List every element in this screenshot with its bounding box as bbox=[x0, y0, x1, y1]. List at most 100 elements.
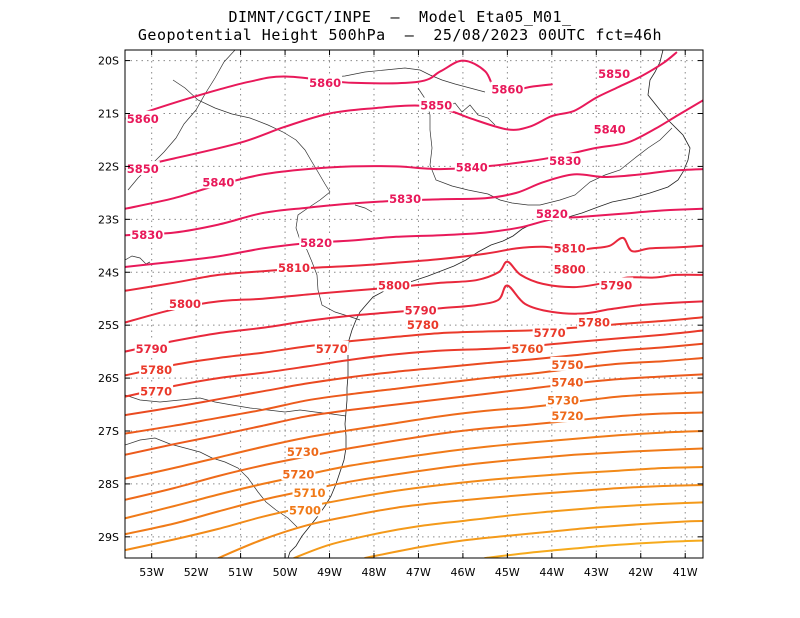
contour-line-5760 bbox=[125, 342, 703, 417]
x-tick-label: 47W bbox=[406, 566, 431, 579]
height-contours bbox=[125, 51, 703, 558]
x-tick-label: 43W bbox=[584, 566, 609, 579]
x-tick-label: 46W bbox=[450, 566, 475, 579]
contour-label: 5720 bbox=[551, 409, 583, 423]
contour-label-bg bbox=[130, 227, 165, 242]
contour-label: 5770 bbox=[316, 342, 348, 356]
x-tick-label: 50W bbox=[273, 566, 298, 579]
x-tick-label: 42W bbox=[628, 566, 653, 579]
contour-label: 5720 bbox=[282, 467, 314, 481]
x-tick-label: 48W bbox=[362, 566, 387, 579]
contour-label: 5800 bbox=[169, 297, 201, 311]
contour-line-5680 bbox=[217, 484, 703, 558]
contour-line-5830 bbox=[125, 168, 703, 237]
contour-label-bg bbox=[276, 260, 311, 275]
contour-label: 5840 bbox=[456, 160, 488, 174]
contour-label: 5800 bbox=[554, 263, 586, 277]
contour-label: 5850 bbox=[420, 99, 452, 113]
contour-label-bg bbox=[552, 261, 587, 276]
state-border-ms bbox=[125, 255, 151, 265]
contour-label: 5770 bbox=[534, 326, 566, 340]
state-border-river bbox=[172, 79, 331, 193]
contour-label: 5850 bbox=[598, 67, 630, 81]
chart-title-line-1: DIMNT/CGCT/INPE – Model Eta05_M01_ bbox=[228, 8, 572, 26]
contour-label-bg bbox=[403, 302, 438, 317]
y-tick-label: 25S bbox=[98, 319, 119, 332]
contour-label-bg bbox=[308, 74, 343, 89]
contour-label: 5710 bbox=[294, 486, 326, 500]
axis-ticks: 53W 52W 51W 50W 49W 48W 47W 46W 45W 44W 43W 42W 41W 2… bbox=[98, 50, 703, 579]
contour-labels: 5860 5860 5860 5850 5850 5850 5840 5840 5840 5830… bbox=[125, 65, 634, 517]
state-border-es bbox=[539, 127, 673, 206]
contour-label-bg bbox=[534, 206, 569, 221]
contour-label-bg bbox=[285, 444, 320, 459]
contour-label: 5790 bbox=[405, 303, 437, 317]
contour-label: 5830 bbox=[131, 228, 163, 242]
contour-label-bg bbox=[134, 340, 169, 355]
contour-label: 5700 bbox=[289, 503, 321, 517]
contour-label-bg bbox=[388, 191, 423, 206]
contour-label-bg bbox=[552, 240, 587, 255]
contour-line-5660 bbox=[364, 520, 703, 558]
contour-label: 5770 bbox=[140, 384, 172, 398]
contour-label: 5730 bbox=[547, 393, 579, 407]
contour-label-bg bbox=[490, 81, 525, 96]
contour-label-bg bbox=[139, 362, 174, 377]
y-tick-label: 29S bbox=[98, 531, 119, 544]
contour-label-bg bbox=[454, 159, 489, 174]
state-border-south bbox=[125, 394, 347, 417]
state-border-mid bbox=[295, 191, 361, 321]
contour-label-bg bbox=[548, 153, 583, 168]
contour-line-5710 bbox=[125, 430, 703, 520]
y-tick-label: 21S bbox=[98, 108, 119, 121]
contour-label-bg bbox=[592, 121, 627, 136]
y-tick-label: 26S bbox=[98, 372, 119, 385]
contour-label-bg bbox=[577, 314, 612, 329]
contour-label: 5820 bbox=[300, 236, 332, 250]
contour-label: 5740 bbox=[551, 375, 583, 389]
contour-line-5690 bbox=[125, 466, 703, 552]
contour-label: 5840 bbox=[202, 175, 234, 189]
x-tick-label: 45W bbox=[495, 566, 520, 579]
contour-label-bg bbox=[405, 317, 440, 332]
x-tick-label: 53W bbox=[139, 566, 164, 579]
contour-label-bg bbox=[545, 392, 580, 407]
contour-label: 5850 bbox=[127, 162, 159, 176]
contour-label: 5860 bbox=[309, 76, 341, 90]
contour-line-5780 bbox=[125, 316, 703, 377]
contour-line-5850 bbox=[125, 51, 678, 171]
contour-label: 5810 bbox=[554, 241, 586, 255]
contour-line-5740 bbox=[125, 373, 703, 456]
contour-label: 5830 bbox=[549, 154, 581, 168]
y-tick-label: 24S bbox=[98, 266, 119, 279]
y-tick-label: 27S bbox=[98, 425, 119, 438]
contour-label-bg bbox=[139, 383, 174, 398]
contour-label-bg bbox=[376, 277, 411, 292]
x-tick-label: 51W bbox=[228, 566, 253, 579]
y-tick-label: 28S bbox=[98, 478, 119, 491]
contour-line-5720 bbox=[125, 411, 703, 501]
contour-label: 5810 bbox=[278, 261, 310, 275]
contour-label-bg bbox=[314, 340, 349, 355]
contour-label-bg bbox=[550, 356, 585, 371]
contour-label: 5780 bbox=[578, 316, 610, 330]
state-border-mg-rj bbox=[417, 87, 540, 206]
coastline-and-borders bbox=[125, 50, 691, 558]
contour-label: 5780 bbox=[140, 363, 172, 377]
contour-label-bg bbox=[597, 65, 632, 80]
contour-line-5770 bbox=[125, 329, 703, 398]
contour-label: 5790 bbox=[600, 278, 632, 292]
contour-label: 5750 bbox=[551, 358, 583, 372]
contour-label-bg bbox=[510, 340, 545, 355]
contour-label-bg bbox=[419, 97, 454, 112]
y-tick-label: 20S bbox=[98, 55, 119, 68]
contour-label-bg bbox=[201, 174, 236, 189]
contour-label: 5760 bbox=[511, 342, 543, 356]
state-border-rs bbox=[125, 437, 299, 529]
contour-label: 5820 bbox=[536, 207, 568, 221]
contour-label-bg bbox=[292, 484, 327, 499]
state-border-north bbox=[319, 67, 486, 93]
contour-line-5700 bbox=[125, 447, 703, 536]
contour-label: 5860 bbox=[491, 83, 523, 97]
contour-line-5790 bbox=[125, 284, 703, 353]
